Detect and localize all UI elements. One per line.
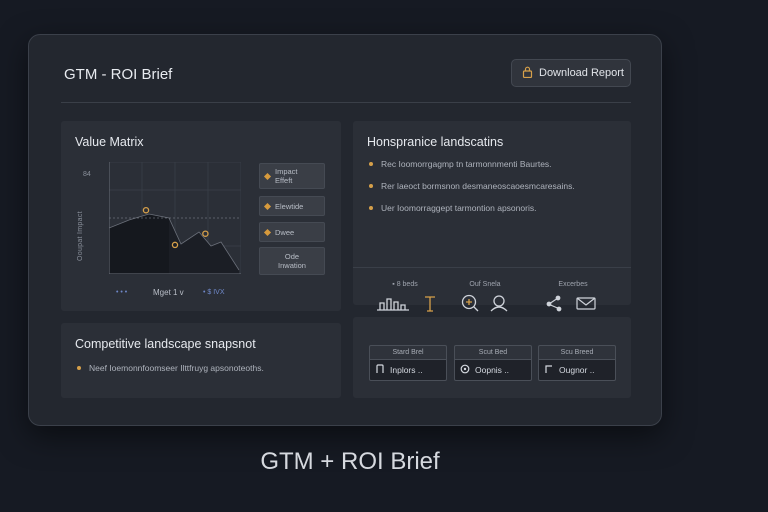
matrix-point-3[interactable]: [202, 230, 209, 237]
value-line: [109, 213, 240, 271]
landscape-title: Honspranice landscatins: [367, 135, 504, 149]
legend-marker-icon: [263, 172, 272, 180]
beds-tile[interactable]: ▪ 8 beds: [375, 281, 435, 317]
download-report-label: Download Report: [539, 67, 624, 79]
competitive-panel: Competitive landscape snapsnot Neef Ioem…: [61, 323, 341, 398]
legend-label: Dwee: [275, 227, 295, 237]
shortcut-label: Scut Bed: [454, 345, 532, 359]
value-area: [109, 214, 169, 274]
shortcut-inplors[interactable]: Stard Brel Inplors ..: [369, 345, 447, 385]
y-axis-top-tick: 84: [83, 171, 91, 178]
search-tile[interactable]: Ouf Snela: [455, 281, 515, 317]
legend-label: Ode Inwation: [278, 252, 306, 270]
list-item: Rer laeoct bormsnon desmaneoscaoesmcares…: [367, 181, 575, 191]
x-legend-right: • $ IVX: [203, 289, 225, 296]
share-mail-icon: [543, 295, 603, 316]
magnify-icon: [455, 294, 515, 316]
legend-marker-icon: [263, 228, 272, 236]
circle-icon: [460, 364, 470, 376]
list-item: Neef Ioemonnfoomseer Ilttfruyg apsonoteo…: [75, 363, 264, 373]
page-title: GTM - ROI Brief: [64, 66, 173, 83]
header-divider: [61, 102, 631, 103]
shortcut-select[interactable]: Inplors ..: [369, 359, 447, 381]
y-axis-label: Ooupat Impact: [77, 211, 84, 261]
x-axis-label: Mget 1 v: [153, 288, 184, 297]
legend-ode-inwation[interactable]: Ode Inwation: [259, 247, 325, 275]
shortcuts-panel: Stard Brel Inplors .. Scut Bed Oopnis ..…: [353, 317, 631, 398]
value-area-secondary: [169, 218, 239, 274]
caption: GTM + ROI Brief: [260, 448, 440, 475]
value-matrix-panel: Value Matrix 84 Ooupat Impact • • • Mget…: [61, 121, 341, 311]
legend-dwee[interactable]: Dwee: [259, 222, 325, 242]
shortcut-select[interactable]: Ougnor ..: [538, 359, 616, 381]
shortcut-select[interactable]: Oopnis ..: [454, 359, 532, 381]
bracket-icon: [375, 364, 385, 376]
competitive-title: Competitive landscape snapsnot: [75, 337, 256, 351]
matrix-point-2[interactable]: [171, 241, 179, 249]
corner-arrow-icon: [544, 364, 554, 376]
competitive-bullets: Neef Ioemonnfoomseer Ilttfruyg apsonoteo…: [75, 363, 264, 385]
list-item: Rec Ioomorrgagmp tn tarmonnmenti Baurtes…: [367, 159, 575, 169]
shortcut-value: Oopnis ..: [475, 365, 510, 375]
legend-elewtide[interactable]: Elewtide: [259, 196, 325, 216]
shortcut-value: Ougnor ..: [559, 365, 595, 375]
value-matrix-plot[interactable]: [109, 162, 241, 274]
legend-marker-icon: [263, 202, 272, 210]
lock-icon: [522, 66, 533, 81]
list-item: Uer Ioomorraggept tarmontion apsonoris.: [367, 203, 575, 213]
beds-label: ▪ 8 beds: [392, 281, 418, 288]
download-report-button[interactable]: Download Report: [511, 59, 631, 87]
matrix-point-1[interactable]: [142, 206, 150, 214]
shortcut-label: Stard Brel: [369, 345, 447, 359]
exchange-label: Excerbes: [558, 281, 588, 288]
bar-chart-icon: [375, 296, 435, 316]
legend-label: Impact Effeft: [275, 167, 298, 185]
window-header: GTM - ROI Brief Download Report: [29, 35, 661, 103]
shortcut-label: Scu Breed: [538, 345, 616, 359]
exchange-tile[interactable]: Excerbes: [543, 281, 603, 317]
value-matrix-title: Value Matrix: [75, 135, 144, 149]
landscape-bullets: Rec Ioomorrgagmp tn tarmonnmenti Baurtes…: [367, 159, 575, 225]
landscape-divider: [353, 267, 631, 268]
shortcut-ougnor[interactable]: Scu Breed Ougnor ..: [538, 345, 616, 385]
shortcut-oopnis[interactable]: Scut Bed Oopnis ..: [454, 345, 532, 385]
x-legend-left: • • •: [116, 289, 128, 296]
legend-label: Elewtide: [275, 201, 304, 211]
shortcut-value: Inplors ..: [390, 365, 423, 375]
legend-impact-effect[interactable]: Impact Effeft: [259, 163, 325, 189]
search-label: Ouf Snela: [469, 281, 501, 288]
report-window: GTM - ROI Brief Download Report Value Ma…: [28, 34, 662, 426]
landscape-panel: Honspranice landscatins Rec Ioomorrgagmp…: [353, 121, 631, 312]
